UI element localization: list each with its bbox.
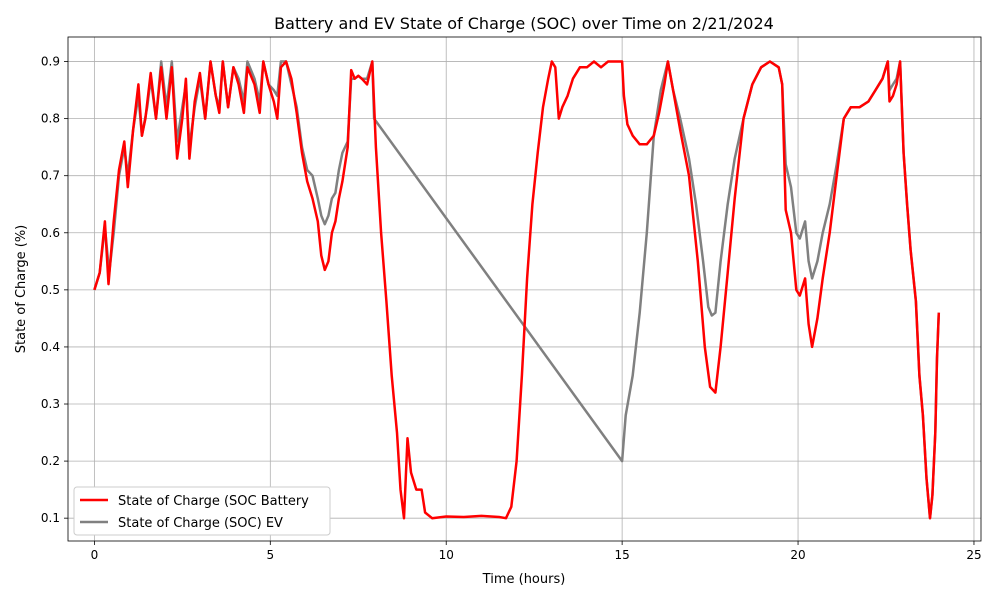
x-tick-label: 25 <box>966 548 981 562</box>
x-tick-label: 20 <box>790 548 805 562</box>
legend-label-battery: State of Charge (SOC Battery <box>118 494 309 509</box>
y-tick-label: 0.9 <box>41 55 60 69</box>
x-axis-label: Time (hours) <box>482 572 566 587</box>
y-tick-label: 0.5 <box>41 283 60 297</box>
y-tick-label: 0.6 <box>41 226 60 240</box>
series-lines <box>93 60 941 520</box>
x-tick-label: 5 <box>266 548 274 562</box>
y-tick-label: 0.7 <box>41 169 60 183</box>
y-axis-label: State of Charge (%) <box>14 225 29 353</box>
battery-soc-line <box>93 60 941 520</box>
y-tick-label: 0.8 <box>41 112 60 126</box>
x-tick-label: 15 <box>614 548 629 562</box>
y-tick-label: 0.1 <box>41 511 60 525</box>
x-tick-label: 10 <box>439 548 454 562</box>
y-tick-label: 0.3 <box>41 397 60 411</box>
axis-ticks: 0 5 10 15 20 25 0.1 0.2 0.3 0.4 0.5 0.6 0.7 0.8 0.9 <box>41 55 982 562</box>
legend-label-ev: State of Charge (SOC) EV <box>118 516 283 531</box>
y-tick-label: 0.2 <box>41 454 60 468</box>
legend: State of Charge (SOC Battery State of Ch… <box>73 486 331 536</box>
chart-title: Battery and EV State of Charge (SOC) ove… <box>274 14 774 33</box>
x-tick-label: 0 <box>91 548 99 562</box>
y-tick-label: 0.4 <box>41 340 60 354</box>
legend-box <box>73 486 331 536</box>
grid-lines <box>68 37 981 541</box>
plot-frame <box>67 36 982 542</box>
